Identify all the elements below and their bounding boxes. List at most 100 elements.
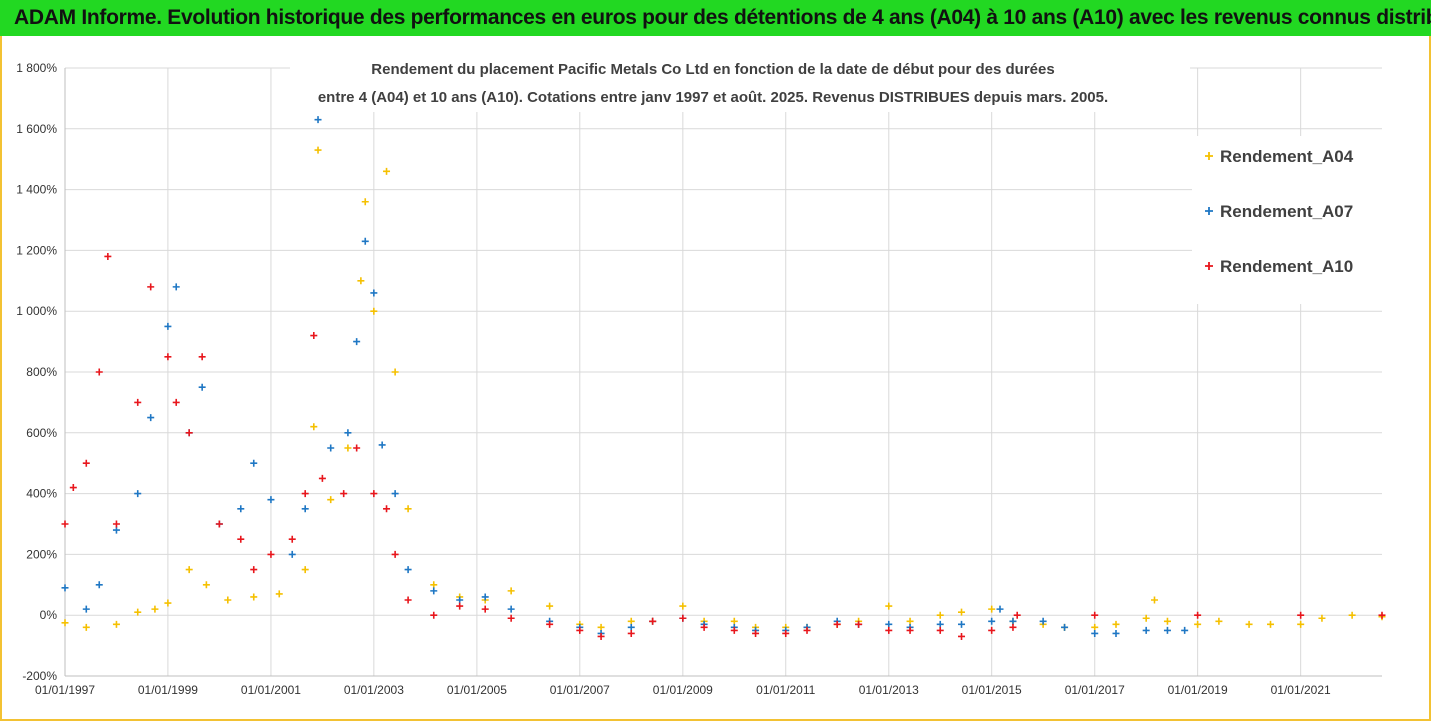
data-point bbox=[185, 566, 193, 574]
y-tick-label: 200% bbox=[26, 547, 57, 561]
data-point bbox=[507, 587, 515, 595]
data-point bbox=[752, 629, 760, 637]
data-point bbox=[1061, 623, 1069, 631]
data-point bbox=[198, 383, 206, 391]
legend-marker bbox=[1205, 152, 1213, 160]
data-point bbox=[370, 490, 378, 498]
legend-marker bbox=[1205, 207, 1213, 215]
scatter-chart: -200% 0% 200% 400% 600% 800% 1 000% 1 200% 1 400… bbox=[16, 50, 1386, 697]
data-point bbox=[507, 605, 515, 613]
data-point bbox=[318, 474, 326, 482]
data-point bbox=[988, 626, 996, 634]
data-point bbox=[1215, 617, 1223, 625]
data-point bbox=[481, 605, 489, 613]
y-axis-ticks: -200% 0% 200% 400% 600% 800% 1 000% 1 200% 1 400… bbox=[16, 61, 57, 683]
data-point bbox=[370, 289, 378, 297]
data-point bbox=[730, 617, 738, 625]
data-point bbox=[361, 237, 369, 245]
data-point bbox=[1267, 620, 1274, 628]
data-point bbox=[936, 611, 944, 619]
series-Rendement_A07 bbox=[61, 116, 1189, 637]
title-background bbox=[290, 50, 1190, 112]
x-tick-label: 01/01/2009 bbox=[653, 683, 713, 697]
data-point bbox=[147, 414, 155, 422]
y-tick-label: 0% bbox=[40, 608, 58, 622]
data-point bbox=[885, 620, 893, 628]
data-point bbox=[340, 490, 348, 498]
x-tick-label: 01/01/2003 bbox=[344, 683, 404, 697]
data-point bbox=[833, 620, 841, 628]
legend-background bbox=[1192, 136, 1382, 304]
data-point bbox=[151, 605, 159, 613]
x-tick-label: 01/01/2015 bbox=[962, 683, 1022, 697]
data-point bbox=[61, 619, 69, 627]
data-point bbox=[456, 602, 464, 610]
data-point bbox=[383, 505, 391, 513]
data-point bbox=[988, 617, 996, 625]
data-point bbox=[310, 332, 318, 340]
data-point bbox=[507, 614, 515, 622]
data-point bbox=[855, 620, 863, 628]
y-tick-label: -200% bbox=[22, 669, 57, 683]
data-point bbox=[112, 620, 120, 628]
data-point bbox=[267, 496, 275, 504]
data-point bbox=[353, 338, 361, 346]
data-point bbox=[1039, 617, 1047, 625]
data-point bbox=[383, 167, 391, 175]
data-point bbox=[782, 629, 790, 637]
data-point bbox=[378, 441, 386, 449]
x-tick-label: 01/01/2021 bbox=[1271, 683, 1331, 697]
y-tick-label: 1 800% bbox=[16, 61, 57, 75]
series-Rendement_A04 bbox=[61, 146, 1386, 631]
chart-title-line1: Rendement du placement Pacific Metals Co… bbox=[371, 61, 1054, 78]
data-point bbox=[327, 496, 335, 504]
data-point bbox=[936, 626, 944, 634]
data-point bbox=[327, 444, 335, 452]
data-point bbox=[301, 505, 309, 513]
data-point bbox=[679, 602, 687, 610]
data-point bbox=[1318, 614, 1326, 622]
data-point bbox=[885, 602, 893, 610]
data-point bbox=[370, 307, 378, 315]
data-point bbox=[958, 608, 966, 616]
chart-legend: Rendement_A04 Rendement_A07 Rendement_A10 bbox=[1192, 136, 1382, 304]
data-point bbox=[597, 623, 605, 631]
data-point bbox=[597, 632, 605, 640]
data-point bbox=[627, 629, 635, 637]
report-title-banner: ADAM Informe. Evolution historique des p… bbox=[0, 0, 1431, 36]
data-point bbox=[82, 605, 90, 613]
data-point bbox=[1163, 617, 1171, 625]
x-axis-ticks: 01/01/1997 01/01/1999 01/01/2001 01/01/2003… bbox=[35, 683, 1331, 697]
y-tick-label: 1 600% bbox=[16, 122, 57, 136]
data-point bbox=[1245, 620, 1253, 628]
data-point bbox=[344, 444, 352, 452]
grid-lines bbox=[64, 67, 1382, 677]
data-point bbox=[576, 626, 584, 634]
data-point bbox=[958, 632, 966, 640]
y-tick-label: 600% bbox=[26, 426, 57, 440]
x-tick-label: 01/01/2007 bbox=[550, 683, 610, 697]
data-point bbox=[147, 283, 155, 291]
data-point bbox=[1297, 620, 1305, 628]
data-point bbox=[198, 353, 206, 361]
data-point bbox=[958, 620, 966, 628]
data-point bbox=[134, 490, 142, 498]
data-point bbox=[314, 146, 322, 154]
data-point bbox=[215, 520, 223, 528]
data-point bbox=[95, 581, 103, 589]
data-point bbox=[546, 620, 554, 628]
y-tick-label: 1 200% bbox=[16, 243, 57, 257]
x-tick-label: 01/01/2019 bbox=[1168, 683, 1228, 697]
data-point bbox=[1091, 611, 1099, 619]
data-point bbox=[627, 623, 635, 631]
data-point bbox=[250, 593, 258, 601]
data-point bbox=[996, 605, 1004, 613]
data-point bbox=[906, 617, 914, 625]
data-point bbox=[164, 599, 172, 607]
data-point bbox=[1378, 611, 1386, 619]
data-point bbox=[250, 566, 258, 574]
data-point bbox=[1112, 620, 1120, 628]
data-point bbox=[627, 617, 635, 625]
data-point bbox=[404, 566, 412, 574]
series-Rendement_A10 bbox=[61, 252, 1386, 640]
